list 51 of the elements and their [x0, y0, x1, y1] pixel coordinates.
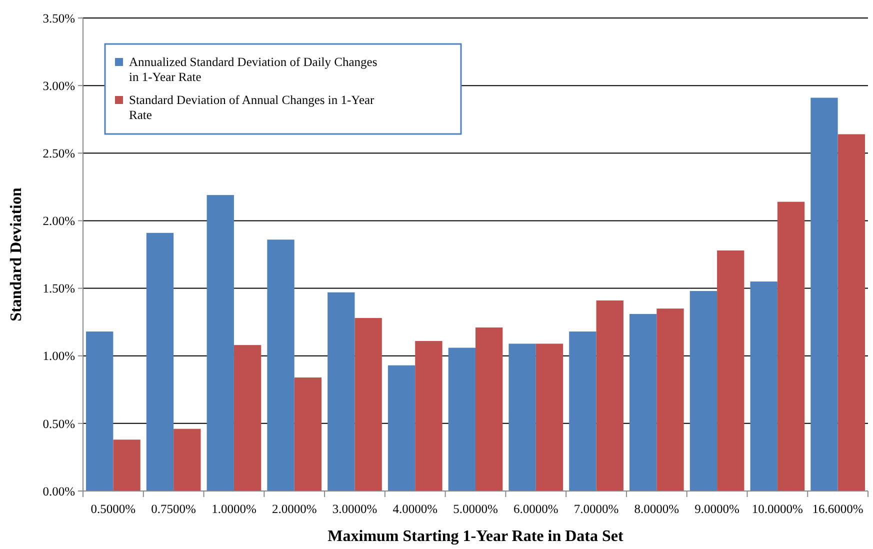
y-tick-label: 1.50% — [42, 282, 75, 296]
x-tick-label: 7.0000% — [574, 502, 619, 516]
bar — [174, 428, 201, 491]
bar — [717, 250, 744, 491]
bar — [206, 195, 234, 491]
bar — [113, 440, 140, 491]
bar — [810, 98, 838, 491]
bar — [508, 344, 536, 491]
bar — [629, 314, 657, 491]
y-tick-label: 0.50% — [42, 416, 75, 431]
y-tick-label: 2.00% — [42, 214, 75, 228]
x-tick-label: 4.0000% — [392, 502, 438, 516]
bar — [596, 300, 624, 491]
x-tick-label: 5.0000% — [453, 502, 498, 516]
bar — [536, 344, 564, 491]
bar — [777, 202, 805, 491]
x-tick-label: 1.0000% — [212, 502, 256, 516]
bar — [656, 308, 684, 491]
bar — [234, 345, 262, 491]
legend-label: Standard Deviation of Annual Changes in 1-Year Rate — [129, 93, 376, 122]
y-tick-label: 3.50% — [42, 11, 75, 26]
bar — [569, 332, 596, 491]
x-tick-label: 0.5000% — [90, 502, 136, 516]
bar — [448, 348, 476, 491]
x-tick-label: 10.0000% — [752, 502, 803, 516]
bar — [690, 290, 718, 491]
bar — [294, 377, 322, 491]
y-tick-label: 2.50% — [42, 146, 75, 161]
y-axis-title: Standard Deviation — [8, 188, 25, 322]
bar — [146, 232, 174, 491]
bar — [354, 318, 382, 491]
bar — [750, 282, 778, 491]
bar — [328, 292, 355, 491]
x-tick-label: 2.0000% — [272, 502, 317, 516]
legend-label: Annualized Standard Deviation of Daily Changes in 1-Year Rate — [129, 55, 378, 84]
x-tick-label: 9.0000% — [694, 502, 740, 516]
x-axis-title: Maximum Starting 1-Year Rate in Data Set — [328, 528, 624, 545]
bar — [267, 240, 294, 491]
bar — [388, 365, 416, 491]
y-tick-label: 3.00% — [42, 78, 75, 93]
x-tick-label: 3.0000% — [332, 502, 378, 516]
bar — [838, 134, 865, 491]
y-tick-label: 0.00% — [42, 484, 75, 498]
x-tick-label: 0.7500% — [151, 502, 196, 516]
x-tick-label: 16.6000% — [812, 502, 864, 516]
bar — [415, 340, 442, 491]
bar — [476, 327, 503, 491]
y-tick-label: 1.00% — [42, 349, 75, 364]
x-tick-label: 6.0000% — [513, 502, 558, 516]
bar — [86, 332, 114, 491]
x-tick-label: 8.0000% — [634, 502, 680, 516]
